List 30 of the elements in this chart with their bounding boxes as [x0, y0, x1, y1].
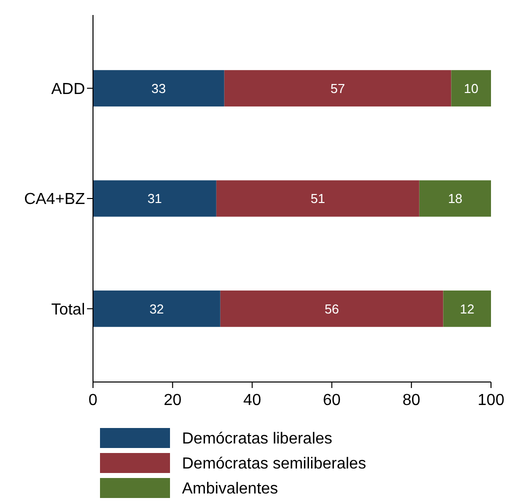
- bar: [93, 290, 220, 327]
- legend-label: Ambivalentes: [182, 480, 278, 498]
- bar: [451, 70, 491, 106]
- x-tick-label: 40: [243, 392, 262, 409]
- data-label: 51: [310, 191, 326, 206]
- y-tick-label: ADD: [51, 80, 85, 98]
- data-label: 57: [330, 80, 346, 96]
- legend-label: Demócratas semiliberales: [182, 456, 366, 473]
- x-tick-label: 80: [402, 392, 420, 409]
- x-tick-label: 20: [164, 392, 182, 409]
- x-tick-label: 0: [88, 392, 98, 409]
- data-label: 18: [448, 191, 462, 206]
- data-label: 33: [151, 80, 166, 96]
- bar: [93, 180, 216, 217]
- bar: [220, 290, 444, 327]
- data-label: 32: [149, 301, 164, 316]
- data-label: 56: [324, 301, 340, 316]
- data-label: 31: [147, 191, 162, 206]
- data-label: 10: [464, 80, 478, 96]
- bar: [216, 180, 420, 217]
- legend-label: Demócratas liberales: [182, 430, 332, 448]
- y-tick-label: Total: [51, 301, 85, 318]
- bar: [443, 290, 491, 327]
- y-tick-label: CA4+BZ: [24, 191, 86, 208]
- bar: [419, 180, 491, 217]
- bar: [224, 70, 452, 106]
- bar: [93, 70, 224, 106]
- x-tick-label: 100: [478, 392, 504, 409]
- x-tick-label: 60: [322, 392, 341, 409]
- data-label: 12: [460, 301, 474, 316]
